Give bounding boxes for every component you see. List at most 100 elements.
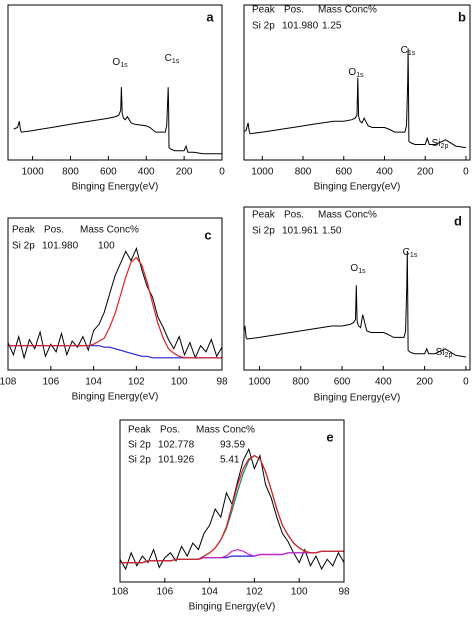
axes-frame <box>243 4 471 161</box>
x-tick-label: 200 <box>416 377 433 388</box>
x-tick-label: 200 <box>176 167 193 178</box>
x-axis-label: Binging Energy(eV) <box>189 602 276 613</box>
spectrum-line <box>244 250 466 358</box>
table-header: Peak <box>12 225 36 236</box>
panel-letter: b <box>458 9 466 24</box>
spectrum-line <box>8 345 222 359</box>
table-header: Mass Conc% <box>80 225 139 236</box>
table-header: Pos. <box>284 5 304 16</box>
table-cell: 101.980 <box>282 21 319 32</box>
x-tick-label: 1000 <box>21 167 44 178</box>
x-axis-label: Binging Energy(eV) <box>72 392 159 403</box>
table-cell: Si 2p <box>12 241 35 252</box>
panel-letter: c <box>204 227 211 242</box>
table-cell: 5.41 <box>220 455 240 466</box>
peak-label-sub: 2p <box>441 143 449 150</box>
spectrum-line <box>8 246 222 360</box>
table-header: Pos. <box>160 425 180 436</box>
spectrum-line <box>244 48 466 149</box>
table-header: Peak <box>252 5 276 16</box>
peak-label-main: Si <box>432 138 441 149</box>
peak-label-main: O <box>348 67 356 78</box>
x-tick-label: 102 <box>246 587 263 598</box>
spectrum-line <box>120 454 344 564</box>
axes-frame <box>7 217 223 371</box>
panel-letter: e <box>326 429 333 444</box>
x-tick-label: 104 <box>201 587 218 598</box>
table-header: Mass Conc% <box>318 5 377 16</box>
x-tick-label: 1000 <box>251 167 274 178</box>
peak-label: Si2p <box>436 347 453 359</box>
axes-frame <box>243 206 471 371</box>
table-cell: 93.59 <box>220 440 245 451</box>
x-tick-label: 0 <box>463 167 469 178</box>
spectrum-line <box>13 87 222 155</box>
table-cell: 100 <box>98 241 115 252</box>
x-tick-label: 106 <box>42 377 59 388</box>
x-tick-label: 600 <box>334 377 351 388</box>
panel: 108 106 104 102 100 98 Binging Energy(eV) c Peak… <box>0 217 228 403</box>
table-cell: 1.25 <box>322 21 342 32</box>
axes-frame <box>7 4 223 161</box>
peak-label: O1s <box>350 263 366 275</box>
x-tick-label: 108 <box>112 587 129 598</box>
spectrum-line <box>120 454 344 564</box>
x-tick-label: 600 <box>335 167 352 178</box>
x-tick-label: 98 <box>338 587 350 598</box>
peak-label-sub: 1s <box>408 50 416 57</box>
table-header: Peak <box>128 425 152 436</box>
x-tick-label: 800 <box>295 167 312 178</box>
x-tick-label: 104 <box>85 377 102 388</box>
peak-label-main: O <box>112 57 120 68</box>
table-cell: 1.50 <box>322 226 342 237</box>
table-cell: 102.778 <box>158 440 195 451</box>
peak-label: O1s <box>348 67 364 79</box>
peak-label-main: O <box>350 263 358 274</box>
x-tick-label: 100 <box>171 377 188 388</box>
x-tick-label: 1000 <box>248 377 271 388</box>
peak-label: C1s <box>401 45 416 57</box>
x-axis-label: Binging Energy(eV) <box>72 182 159 193</box>
table-cell: Si 2p <box>252 226 275 237</box>
x-tick-label: 400 <box>376 167 393 178</box>
x-tick-label: 102 <box>128 377 145 388</box>
table-header: Pos. <box>284 210 304 221</box>
panel-letter: a <box>206 9 214 24</box>
peak-label-sub: 1s <box>410 252 418 259</box>
peak-label-sub: 1s <box>120 62 128 69</box>
table-cell: 101.926 <box>158 455 195 466</box>
x-tick-label: 400 <box>138 167 155 178</box>
x-axis-label: Binging Energy(eV) <box>314 182 401 193</box>
peak-label-main: C <box>403 247 410 258</box>
peak-label: C1s <box>403 247 418 259</box>
x-tick-label: 800 <box>62 167 79 178</box>
peak-label: C1s <box>165 53 180 65</box>
x-tick-label: 0 <box>463 377 469 388</box>
x-tick-label: 800 <box>292 377 309 388</box>
peak-label-sub: 2p <box>445 352 453 359</box>
x-tick-label: 400 <box>375 377 392 388</box>
peak-label: O1s <box>112 57 128 69</box>
x-tick-label: 200 <box>417 167 434 178</box>
peak-label: Si2p <box>432 138 449 150</box>
x-tick-label: 98 <box>216 377 228 388</box>
peak-label-main: C <box>401 45 408 56</box>
peak-label-main: C <box>165 53 172 64</box>
panel: 108 106 104 102 100 98 Binging Energy(eV) e Peak… <box>112 419 350 613</box>
peak-label-sub: 1s <box>358 268 366 275</box>
table-header: Pos. <box>44 225 64 236</box>
x-tick-label: 0 <box>219 167 225 178</box>
table-header: Peak <box>252 210 276 221</box>
x-tick-label: 108 <box>0 377 17 388</box>
panel-letter: d <box>454 213 462 228</box>
table-header: Mass Conc% <box>318 210 377 221</box>
table-cell: Si 2p <box>128 440 151 451</box>
x-tick-label: 600 <box>100 167 117 178</box>
x-tick-label: 100 <box>291 587 308 598</box>
table-cell: 101.961 <box>282 226 319 237</box>
peak-label-sub: 1s <box>172 58 180 65</box>
